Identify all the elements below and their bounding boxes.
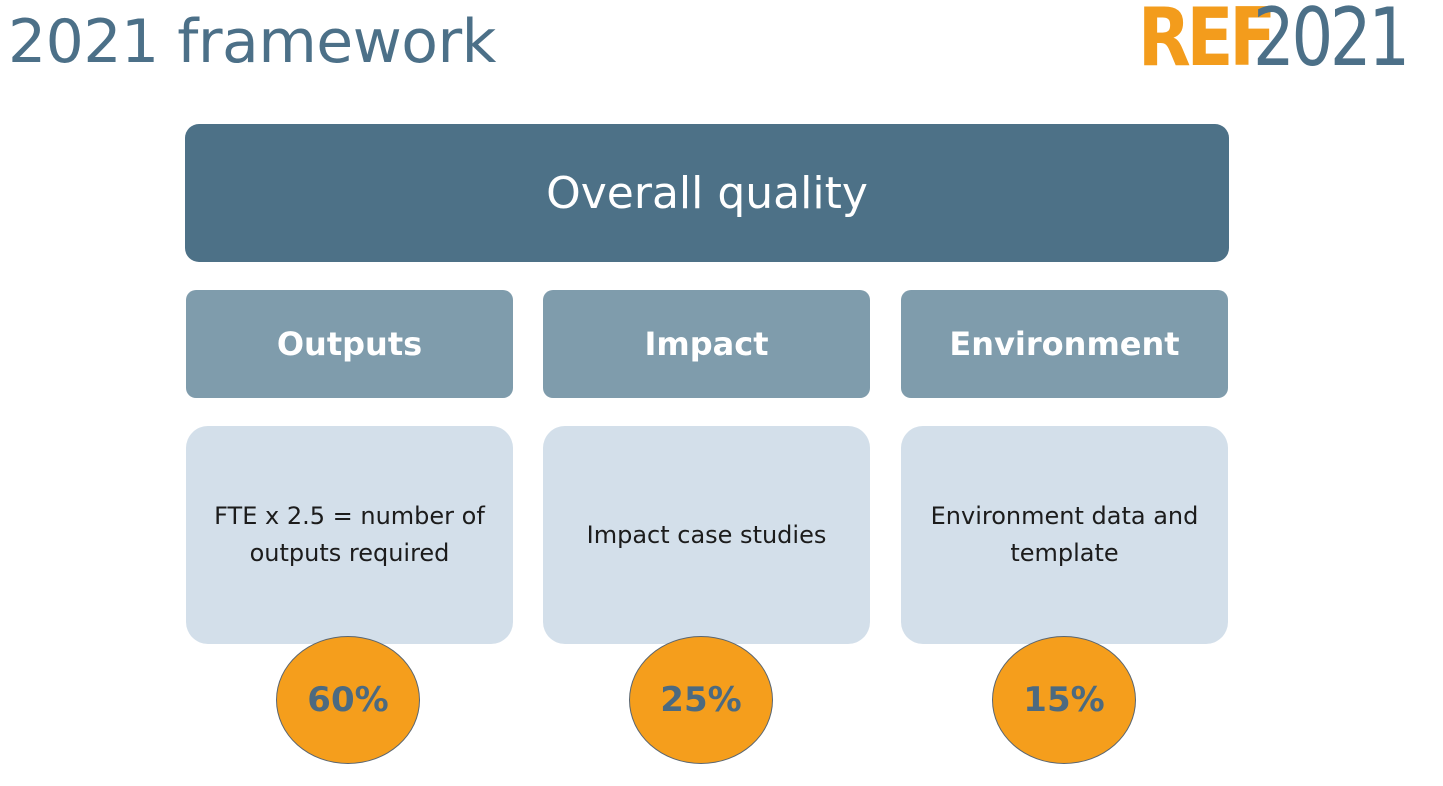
weight-circle-environment: 15% [992,636,1136,764]
logo-brand: REF [1137,0,1275,84]
category-box-outputs: Outputs [186,290,513,398]
category-box-impact: Impact [543,290,870,398]
weight-environment: 15% [1023,680,1105,720]
weight-circle-outputs: 60% [276,636,420,764]
weight-outputs: 60% [307,680,389,720]
overall-quality-label: Overall quality [546,167,868,219]
category-label-impact: Impact [644,325,769,363]
weight-circle-impact: 25% [629,636,773,764]
weight-impact: 25% [660,680,742,720]
description-box-environment: Environment data and template [901,426,1228,644]
category-box-environment: Environment [901,290,1228,398]
description-box-outputs: FTE x 2.5 = number of outputs required [186,426,513,644]
category-label-environment: Environment [949,325,1180,363]
description-impact: Impact case studies [586,520,827,549]
slide-title: 2021 framework [8,7,496,77]
description-outputs: FTE x 2.5 = number of outputs required [214,502,485,567]
description-box-impact: Impact case studies [543,426,870,644]
overall-quality-box: Overall quality [185,124,1229,262]
category-label-outputs: Outputs [276,325,423,363]
logo-year: 2021 [1253,0,1410,84]
ref2021-logo: REF2021 [1116,0,1442,80]
description-environment: Environment data and template [930,502,1199,567]
